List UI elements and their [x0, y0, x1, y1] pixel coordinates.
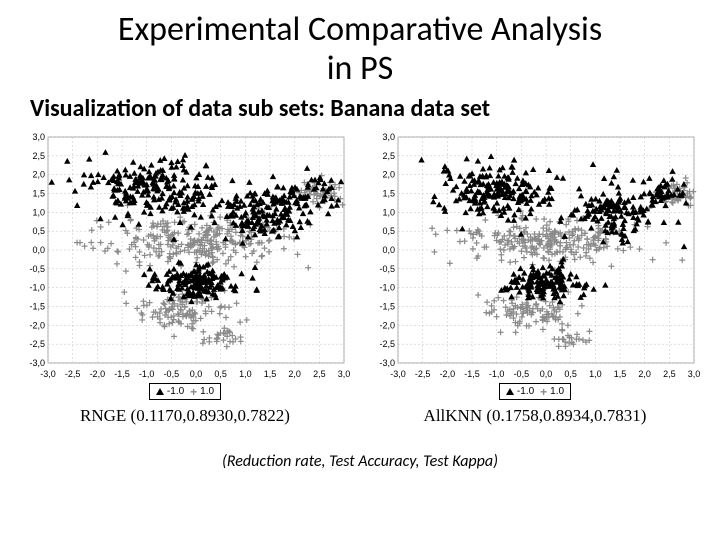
- footnote: (Reduction rate, Test Accuracy, Test Kap…: [0, 452, 720, 471]
- svg-text:-1,5: -1,5: [379, 302, 395, 312]
- slide-subtitle: Visualization of data sub sets: Banana d…: [0, 88, 720, 127]
- svg-text:1,5: 1,5: [264, 369, 277, 379]
- svg-text:-2,0: -2,0: [379, 321, 395, 331]
- caption-left-name: RNGE: [80, 406, 126, 425]
- svg-text:0,5: 0,5: [214, 369, 227, 379]
- svg-text:3,0: 3,0: [32, 132, 45, 142]
- triangle-icon: [506, 388, 514, 395]
- caption-right-name: AllKNN: [424, 406, 483, 425]
- slide-title: Experimental Comparative Analysis in PS: [0, 0, 720, 88]
- svg-text:-1,0: -1,0: [139, 369, 155, 379]
- svg-text:3,0: 3,0: [382, 132, 395, 142]
- scatter-plot-right: -3,0 -2,5 -2,0 -1,5 -1,0 -0,5 0,0 0,5 1,0 1,5 2,0 2…: [370, 131, 700, 381]
- plots-row: -3,0 -2,5 -2,0 -1,5 -1,0 -0,5 0,0 0,5 1,0 1,5 2,0 2…: [0, 127, 720, 426]
- svg-text:-1,0: -1,0: [379, 283, 395, 293]
- legend-label-neg1: -1.0: [167, 386, 184, 397]
- svg-text:1,0: 1,0: [239, 369, 252, 379]
- svg-text:-2,0: -2,0: [90, 369, 106, 379]
- caption-right-vals: (0.1758,0.8934,0.7831): [486, 406, 646, 425]
- svg-text:-1,0: -1,0: [29, 283, 45, 293]
- legend-item-neg1: -1.0: [506, 386, 534, 397]
- svg-text:1,0: 1,0: [382, 208, 395, 218]
- svg-text:-3,0: -3,0: [379, 358, 395, 368]
- svg-text:0,5: 0,5: [382, 226, 395, 236]
- plus-icon: +: [540, 388, 547, 396]
- svg-text:2,5: 2,5: [382, 151, 395, 161]
- svg-text:-0,5: -0,5: [379, 264, 395, 274]
- svg-text:1,5: 1,5: [32, 189, 45, 199]
- svg-text:-2,5: -2,5: [415, 369, 431, 379]
- svg-text:0,5: 0,5: [564, 369, 577, 379]
- svg-text:-1,5: -1,5: [464, 369, 480, 379]
- legend-item-pos1: + 1.0: [540, 386, 564, 397]
- svg-text:1,0: 1,0: [589, 369, 602, 379]
- svg-text:-3,0: -3,0: [40, 369, 56, 379]
- legend-item-pos1: + 1.0: [190, 386, 214, 397]
- svg-text:0,0: 0,0: [190, 369, 203, 379]
- legend-item-neg1: -1.0: [156, 386, 184, 397]
- scatter-plot-left: -3,0 -2,5 -2,0 -1,5 -1,0 -0,5 0,0 0,5 1,0 1,5 2,0 2…: [20, 131, 350, 381]
- svg-text:-1,5: -1,5: [114, 369, 130, 379]
- legend-label-neg1: -1.0: [517, 386, 534, 397]
- svg-text:0,0: 0,0: [382, 245, 395, 255]
- svg-text:-2,5: -2,5: [379, 339, 395, 349]
- legend-left: -1.0 + 1.0: [149, 383, 221, 400]
- svg-text:-3,0: -3,0: [29, 358, 45, 368]
- svg-text:2,5: 2,5: [32, 151, 45, 161]
- legend-label-pos1: 1.0: [200, 386, 214, 397]
- caption-right: AllKNN (0.1758,0.8934,0.7831): [424, 406, 647, 426]
- svg-text:-2,0: -2,0: [29, 321, 45, 331]
- title-line-1: Experimental Comparative Analysis: [118, 9, 602, 50]
- svg-text:2,0: 2,0: [638, 369, 651, 379]
- svg-text:3,0: 3,0: [338, 369, 350, 379]
- svg-text:0,0: 0,0: [32, 245, 45, 255]
- title-line-2: in PS: [327, 48, 394, 89]
- svg-text:1,0: 1,0: [32, 208, 45, 218]
- svg-text:-2,0: -2,0: [440, 369, 456, 379]
- svg-text:-0,5: -0,5: [514, 369, 530, 379]
- triangle-icon: [156, 388, 164, 395]
- svg-text:3,0: 3,0: [688, 369, 700, 379]
- plus-icon: +: [190, 388, 197, 396]
- legend-right: -1.0 + 1.0: [499, 383, 571, 400]
- svg-text:2,5: 2,5: [663, 369, 676, 379]
- svg-text:2,0: 2,0: [382, 170, 395, 180]
- svg-text:-0,5: -0,5: [164, 369, 180, 379]
- svg-text:1,5: 1,5: [382, 189, 395, 199]
- svg-text:-2,5: -2,5: [65, 369, 81, 379]
- svg-text:-1,0: -1,0: [489, 369, 505, 379]
- svg-text:2,5: 2,5: [313, 369, 326, 379]
- svg-text:-3,0: -3,0: [390, 369, 406, 379]
- plot-left-column: -3,0 -2,5 -2,0 -1,5 -1,0 -0,5 0,0 0,5 1,0 1,5 2,0 2…: [18, 131, 352, 426]
- svg-text:2,0: 2,0: [32, 170, 45, 180]
- svg-text:-1,5: -1,5: [29, 302, 45, 312]
- plot-right-column: -3,0 -2,5 -2,0 -1,5 -1,0 -0,5 0,0 0,5 1,0 1,5 2,0 2…: [368, 131, 702, 426]
- svg-text:-2,5: -2,5: [29, 339, 45, 349]
- svg-text:0,5: 0,5: [32, 226, 45, 236]
- svg-text:-0,5: -0,5: [29, 264, 45, 274]
- caption-left-vals: (0.1170,0.8930,0.7822): [131, 406, 290, 425]
- svg-text:1,5: 1,5: [614, 369, 627, 379]
- svg-text:2,0: 2,0: [288, 369, 301, 379]
- caption-left: RNGE (0.1170,0.8930,0.7822): [80, 406, 290, 426]
- svg-text:0,0: 0,0: [540, 369, 553, 379]
- legend-label-pos1: 1.0: [550, 386, 564, 397]
